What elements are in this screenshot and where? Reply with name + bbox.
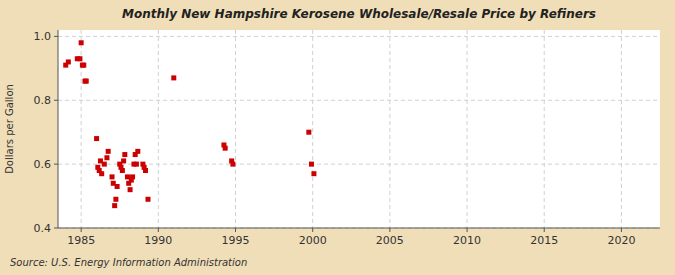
tick-mark [54, 36, 58, 37]
grid-line [621, 30, 622, 228]
tick-label: 1995 [222, 234, 250, 247]
grid-line [58, 36, 660, 37]
y-axis-label: Dollars per Gallon [4, 84, 15, 174]
points [63, 40, 316, 208]
grid-line [312, 30, 313, 228]
tick-label: 2015 [530, 234, 558, 247]
point [84, 79, 89, 84]
point [102, 162, 107, 167]
grid-line [544, 30, 545, 228]
point [143, 168, 148, 173]
point [309, 162, 314, 167]
point [121, 158, 126, 163]
grid-line [58, 100, 660, 101]
point [306, 130, 311, 135]
point [122, 152, 127, 157]
point [81, 63, 86, 68]
grid-line [58, 164, 660, 165]
grid-line [467, 30, 468, 228]
point [120, 168, 125, 173]
grid-line [235, 30, 236, 228]
tick-mark [158, 228, 159, 232]
tick-mark [389, 228, 390, 232]
point [115, 184, 120, 189]
grid-line [158, 30, 159, 228]
tick-mark [54, 228, 58, 229]
tick-mark [544, 228, 545, 232]
tick-label: 1.0 [34, 30, 52, 43]
grid-line [389, 30, 390, 228]
point [106, 149, 111, 154]
tick-label: 0.4 [34, 222, 52, 235]
point [134, 162, 139, 167]
tick-mark [467, 228, 468, 232]
tick-label: 0.6 [34, 158, 52, 171]
point [113, 197, 118, 202]
tick-label: 1985 [67, 234, 95, 247]
tick-mark [621, 228, 622, 232]
tick-mark [81, 228, 82, 232]
point [112, 203, 117, 208]
grid-line [58, 228, 660, 229]
tick-label: 2010 [453, 234, 481, 247]
plot-area [58, 30, 660, 228]
point [99, 171, 104, 176]
point [110, 174, 115, 179]
point [145, 197, 150, 202]
tick-label: 2020 [607, 234, 635, 247]
x-axis-line [58, 228, 660, 229]
tick-mark [54, 164, 58, 165]
y-axis-line [58, 30, 59, 228]
point [79, 40, 84, 45]
point [104, 155, 109, 160]
tick-mark [312, 228, 313, 232]
tick-mark [54, 100, 58, 101]
title: Monthly New Hampshire Kerosene Wholesale… [122, 7, 596, 21]
tick-mark [235, 228, 236, 232]
point [171, 75, 176, 80]
point [128, 187, 133, 192]
point [130, 174, 135, 179]
point [230, 162, 235, 167]
tick-label: 2000 [299, 234, 327, 247]
point [223, 146, 228, 151]
point [135, 149, 140, 154]
grid [58, 30, 660, 228]
chart: 0.4 0.6 0.8 1.0 1985 1990 1995 2000 2005 2010 2015… [0, 0, 675, 275]
point [77, 56, 82, 61]
source-note: Source: U.S. Energy Information Administ… [10, 257, 247, 268]
axes: 0.4 0.6 0.8 1.0 1985 1990 1995 2000 2005 2010 2015… [34, 30, 661, 247]
tick-label: 1990 [144, 234, 172, 247]
point [311, 171, 316, 176]
tick-label: 2005 [376, 234, 404, 247]
point [94, 136, 99, 141]
point [66, 59, 71, 64]
tick-label: 0.8 [34, 94, 52, 107]
